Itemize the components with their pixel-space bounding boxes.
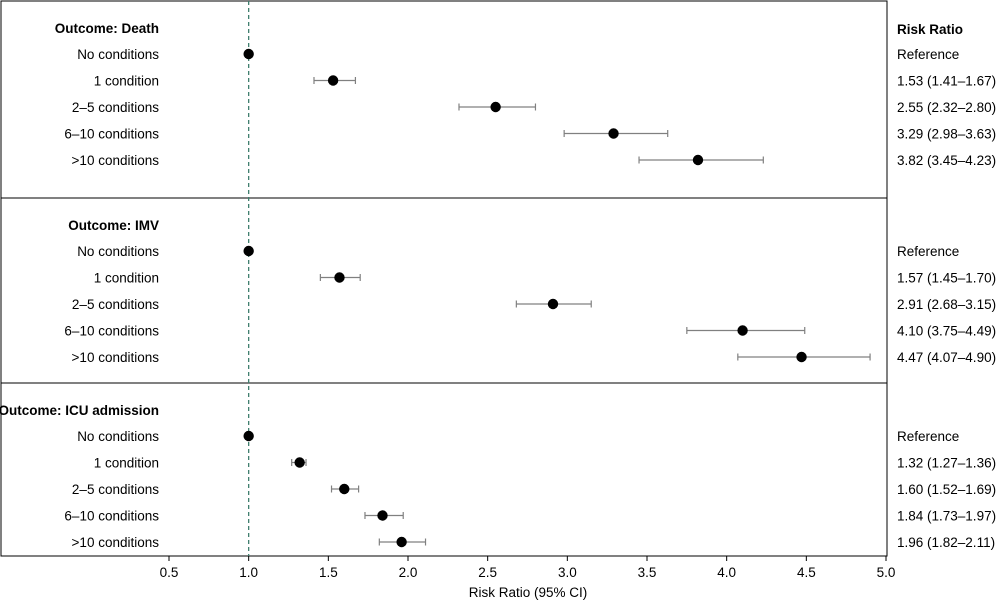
row-label: No conditions [77, 47, 159, 62]
x-axis-label: Risk Ratio (95% CI) [469, 585, 588, 600]
panel-3: Outcome: ICU admission No conditions Refer… [0, 403, 996, 550]
plot-frame [0, 0, 888, 557]
risk-ratio-value: 2.55 (2.32–2.80) [897, 100, 996, 115]
risk-ratio-value: 4.10 (3.75–4.49) [897, 324, 996, 339]
x-tick-label: 1.5 [319, 565, 338, 580]
forest-row: 1 condition 1.32 (1.27–1.36) [94, 456, 996, 471]
risk-ratio-value: 1.53 (1.41–1.67) [897, 74, 996, 89]
point-estimate [396, 536, 407, 548]
point-estimate [737, 325, 748, 336]
x-axis: 0.5 1.0 1.5 2.0 2.5 3.0 3.5 4.0 4.5 5.0 [160, 556, 896, 580]
forest-row: 1 condition 1.57 (1.45–1.70) [94, 271, 996, 286]
point-estimate [334, 272, 345, 283]
point-estimate [294, 457, 305, 468]
row-label: 6–10 conditions [64, 509, 159, 524]
panel-2: Outcome: IMV No conditions Reference 1 cond… [64, 218, 996, 365]
x-tick-label: 5.0 [877, 565, 896, 580]
risk-ratio-value: 1.57 (1.45–1.70) [897, 271, 996, 286]
point-estimate [377, 510, 388, 521]
panel-1: Outcome: Death No conditions Reference 1 co… [55, 21, 996, 168]
row-label: No conditions [77, 429, 159, 444]
x-tick-label: 1.0 [239, 565, 258, 580]
forest-row: 2–5 conditions 2.91 (2.68–3.15) [72, 297, 996, 312]
x-tick-label: 2.5 [478, 565, 497, 580]
forest-row: 6–10 conditions 1.84 (1.73–1.97) [64, 509, 996, 524]
forest-row: >10 conditions 4.47 (4.07–4.90) [72, 350, 997, 365]
point-estimate [339, 483, 350, 495]
risk-ratio-value: 2.91 (2.68–3.15) [897, 297, 996, 312]
x-tick-label: 4.0 [717, 565, 736, 580]
forest-row: 6–10 conditions 3.29 (2.98–3.63) [64, 127, 996, 142]
row-label: >10 conditions [72, 350, 160, 365]
row-label: 1 condition [94, 271, 159, 286]
x-tick-label: 0.5 [160, 565, 179, 580]
point-estimate [547, 298, 559, 310]
row-label: 1 condition [94, 456, 159, 471]
x-tick-label: 4.5 [797, 565, 816, 580]
row-label: >10 conditions [72, 535, 160, 550]
risk-ratio-value: 3.82 (3.45–4.23) [897, 153, 996, 168]
forest-row: No conditions Reference [77, 244, 959, 259]
risk-ratio-value: 4.47 (4.07–4.90) [897, 350, 996, 365]
right-column-header: Risk Ratio [897, 22, 963, 37]
forest-row: 2–5 conditions 1.60 (1.52–1.69) [72, 482, 996, 497]
forest-row: No conditions Reference [77, 47, 959, 62]
risk-ratio-value: Reference [897, 429, 959, 444]
risk-ratio-value: 3.29 (2.98–3.63) [897, 127, 996, 142]
risk-ratio-value: 1.60 (1.52–1.69) [897, 482, 996, 497]
row-label: No conditions [77, 244, 159, 259]
row-label: 2–5 conditions [72, 100, 159, 115]
point-estimate [243, 430, 254, 442]
point-estimate [327, 75, 339, 86]
risk-ratio-value: 1.84 (1.73–1.97) [897, 509, 996, 524]
risk-ratio-value: 1.32 (1.27–1.36) [897, 456, 996, 471]
risk-ratio-value: Reference [897, 47, 959, 62]
forest-row: 2–5 conditions 2.55 (2.32–2.80) [72, 100, 996, 115]
row-label: >10 conditions [72, 153, 160, 168]
panel-title: Outcome: Death [55, 21, 159, 36]
risk-ratio-value: Reference [897, 244, 959, 259]
forest-row: 1 condition 1.53 (1.41–1.67) [94, 74, 996, 89]
forest-row: >10 conditions 3.82 (3.45–4.23) [72, 153, 997, 168]
x-tick-label: 3.5 [638, 565, 657, 580]
x-tick-label: 3.0 [558, 565, 577, 580]
row-label: 2–5 conditions [72, 482, 159, 497]
risk-ratio-value: 1.96 (1.82–2.11) [897, 535, 995, 550]
panel-title: Outcome: IMV [68, 218, 159, 233]
forest-row: No conditions Reference [77, 429, 959, 444]
forest-row: >10 conditions 1.96 (1.82–2.11) [72, 535, 996, 550]
forest-row: 6–10 conditions 4.10 (3.75–4.49) [64, 324, 996, 339]
panels-group: Outcome: Death No conditions Reference 1 co… [0, 21, 996, 550]
point-estimate [490, 101, 501, 113]
row-label: 6–10 conditions [64, 127, 159, 142]
plot-border [0, 0, 888, 557]
point-estimate [692, 154, 704, 166]
x-tick-label: 2.0 [399, 565, 418, 580]
row-label: 2–5 conditions [72, 297, 159, 312]
panel-title: Outcome: ICU admission [0, 403, 159, 418]
row-label: 6–10 conditions [64, 324, 159, 339]
point-estimate [243, 48, 254, 60]
row-label: 1 condition [94, 74, 159, 89]
point-estimate [608, 128, 619, 139]
point-estimate [796, 351, 807, 363]
point-estimate [243, 245, 254, 257]
